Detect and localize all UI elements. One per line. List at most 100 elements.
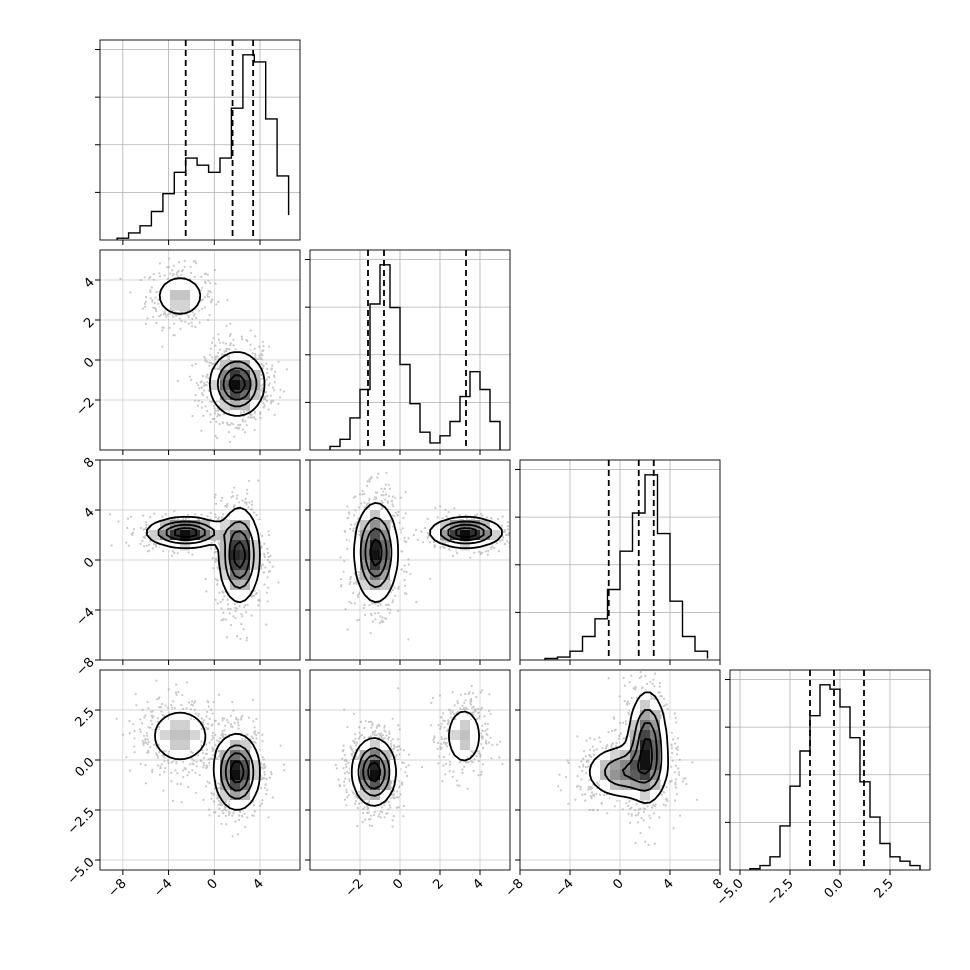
density-cell <box>190 290 201 301</box>
contour-2-1-1 <box>359 516 492 589</box>
x-tick-label-col1-3: 4 <box>470 876 486 892</box>
x-tick-label-col3-2: 0.0 <box>822 876 847 901</box>
density-cell <box>230 730 241 741</box>
density-cell <box>250 550 261 561</box>
density-cell <box>350 550 361 561</box>
density-cell <box>650 700 661 711</box>
density-cell <box>360 760 371 771</box>
x-tick-label-col1-2: 2 <box>430 876 446 892</box>
contour-2-1-3 <box>369 527 477 567</box>
density-layer-1-0 <box>119 257 289 443</box>
contour-2-0-3 <box>174 527 246 569</box>
density-cell <box>380 530 391 541</box>
x-tick-label-col1-1: 0 <box>390 876 406 892</box>
histogram-panel-2 <box>515 459 721 661</box>
density-cell <box>240 510 251 521</box>
contour-3-0-2 <box>224 752 250 792</box>
density-cell <box>180 300 191 311</box>
x-tick-label-col3-1: −2.5 <box>764 876 797 909</box>
contour-1-0-2 <box>222 367 252 401</box>
scatter-points-1-0 <box>119 257 289 443</box>
density-cell <box>240 540 251 551</box>
density-cell <box>390 540 401 551</box>
panel-frame-3-0 <box>99 669 301 871</box>
density-cell <box>470 540 481 551</box>
density-cell <box>640 770 651 781</box>
density-cell <box>620 760 631 771</box>
density-cell <box>380 740 391 751</box>
y-tick-label-row1-2: 2 <box>81 315 97 331</box>
density-cell <box>370 580 381 591</box>
x-tick-label-col3-3: 2.5 <box>872 876 897 901</box>
density-cell <box>170 290 181 301</box>
contour-3-2-3 <box>637 738 653 775</box>
contour-3-1-0 <box>350 710 480 807</box>
density-cell <box>360 740 371 751</box>
density-cell <box>390 560 401 571</box>
density-cell <box>450 520 461 531</box>
x-tick-label-col0-0: −8 <box>106 876 130 900</box>
density-cell <box>450 530 461 541</box>
x-tick-label-col1-0: −2 <box>343 876 367 900</box>
density-cell <box>240 740 251 751</box>
density-cell <box>220 360 231 371</box>
density-cell <box>190 720 201 731</box>
density-cell <box>380 570 391 581</box>
density-cell <box>380 760 391 771</box>
density-cell <box>660 750 671 761</box>
contour-3-1-1 <box>357 747 391 797</box>
density-cell <box>630 760 641 771</box>
density-cell <box>640 740 651 751</box>
scatter-panel-3-1 <box>309 669 511 871</box>
density-cell <box>170 750 181 761</box>
density-cell <box>590 760 601 771</box>
x-tick-label-col2-0: −8 <box>503 876 527 900</box>
density-cell <box>640 700 651 711</box>
density-cell <box>610 770 621 781</box>
density-cell <box>390 550 401 561</box>
density-cell <box>180 280 191 291</box>
density-cell <box>450 730 461 741</box>
contour-3-0-1 <box>220 744 255 800</box>
density-cell <box>230 790 241 801</box>
contour-2-0-1 <box>157 520 255 589</box>
density-cell <box>240 370 251 381</box>
contour-2-1-2 <box>364 523 485 578</box>
density-cell <box>250 770 261 781</box>
density-cell <box>630 790 641 801</box>
density-cell <box>440 530 451 541</box>
scatter-panel-3-2 <box>519 669 721 871</box>
density-cell <box>370 760 381 771</box>
density-cell <box>370 510 381 521</box>
density-cell <box>230 520 241 531</box>
density-cell <box>620 740 631 751</box>
density-cell <box>380 580 391 591</box>
density-cell <box>220 530 231 541</box>
density-cell <box>220 570 231 581</box>
density-cell <box>650 760 661 771</box>
density-cell <box>240 560 251 571</box>
density-cell <box>220 580 231 591</box>
y-tick-label-row1-0: −2 <box>73 395 97 419</box>
density-cell <box>660 730 671 741</box>
density-cell <box>220 390 231 401</box>
density-cell <box>640 710 651 721</box>
density-cell <box>390 530 401 541</box>
density-cell <box>180 530 191 541</box>
panel-frame-3-3 <box>729 669 931 871</box>
histogram-panel-3 <box>725 669 931 871</box>
density-cell <box>480 530 491 541</box>
density-cell <box>590 770 601 781</box>
density-cell <box>230 580 241 591</box>
histogram-step-2 <box>544 474 709 660</box>
scatter-panel-2-1 <box>309 459 511 661</box>
density-cell <box>380 540 391 551</box>
density-cell <box>170 740 181 751</box>
density-cell <box>180 540 191 551</box>
density-cell <box>170 730 181 741</box>
density-cell <box>230 800 241 811</box>
density-cell <box>180 710 191 721</box>
y-tick-label-row2-0: −8 <box>73 655 97 679</box>
density-cell <box>250 390 261 401</box>
